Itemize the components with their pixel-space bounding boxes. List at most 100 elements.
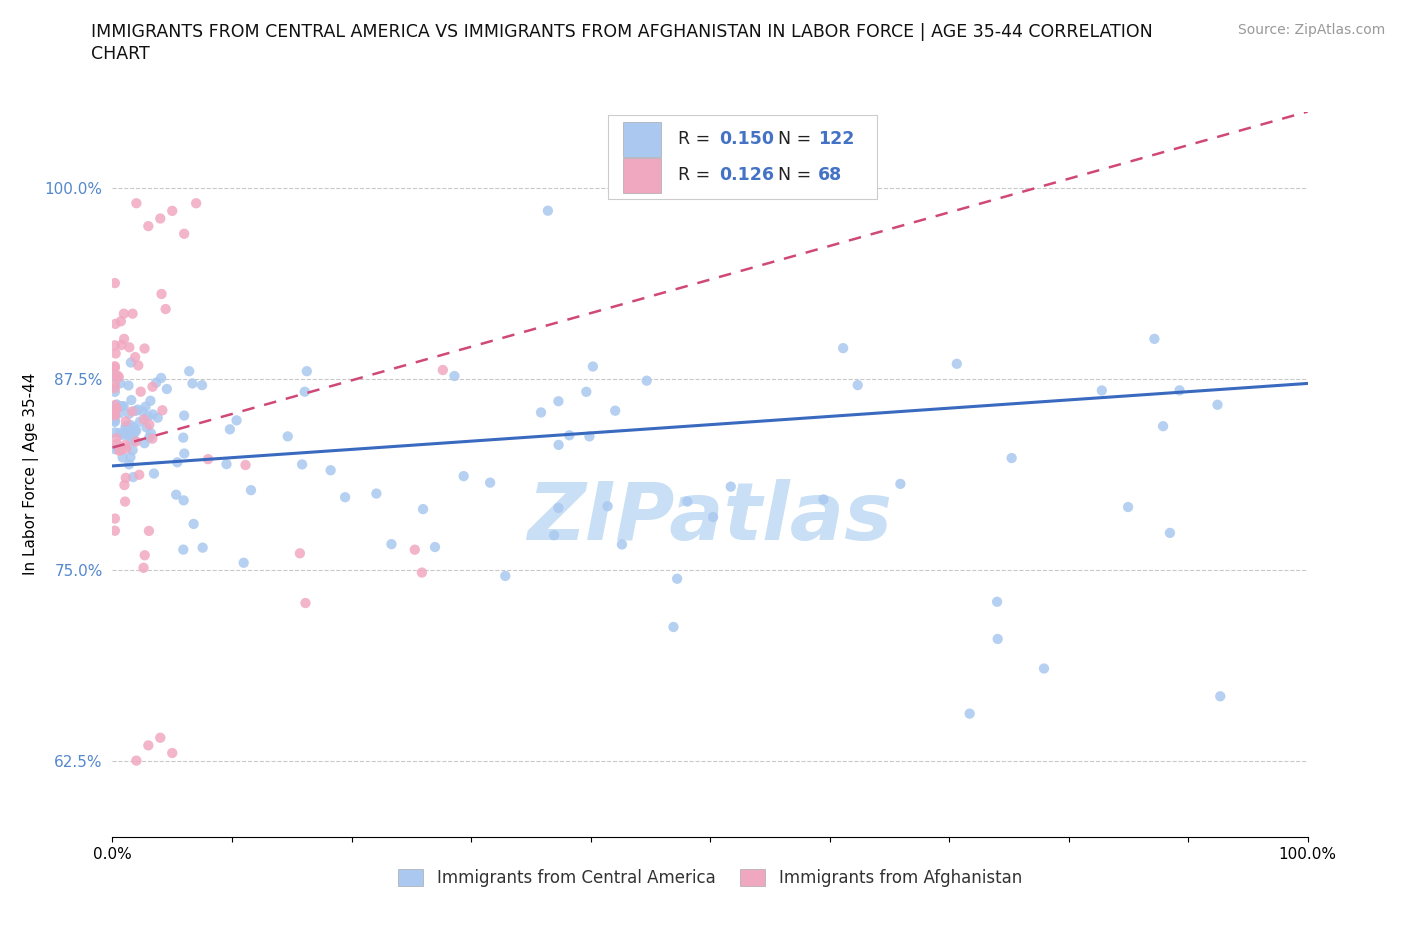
Point [558,428,581,443]
Point [150,286,173,301]
Point [104,380,127,395]
Point [141,432,163,446]
Point [125,434,148,449]
Point [120,418,142,432]
Point [111,428,134,443]
Point [1001,451,1024,466]
Point [149,211,172,226]
Text: ZIPatlas: ZIPatlas [527,479,893,557]
Point [191,540,214,555]
Point [115,418,138,433]
Text: 0.126: 0.126 [720,166,775,184]
Point [333,490,356,505]
Point [117,378,139,392]
Point [404,542,426,557]
Point [666,571,689,586]
Point [173,408,195,423]
Point [124,425,146,440]
Point [104,425,127,440]
Point [104,408,127,423]
Point [122,470,145,485]
Point [104,442,127,457]
Point [156,381,179,396]
Point [124,350,146,365]
Point [110,376,132,391]
Point [1091,383,1114,398]
Point [104,512,127,526]
Point [114,437,136,452]
Text: IMMIGRANTS FROM CENTRAL AMERICA VS IMMIGRANTS FROM AFGHANISTAN IN LABOR FORCE | : IMMIGRANTS FROM CENTRAL AMERICA VS IMMIG… [91,23,1153,41]
Point [191,378,214,392]
Point [494,568,516,583]
Point [105,397,128,412]
Point [114,414,136,429]
Point [112,399,135,414]
Point [636,373,658,388]
Point [121,443,143,458]
Point [832,340,855,355]
Point [172,542,194,557]
Point [155,301,177,316]
Point [575,384,598,399]
Point [104,359,127,374]
Point [104,361,127,376]
Text: N =: N = [778,130,817,148]
Point [411,565,433,580]
Point [537,204,560,219]
Point [108,405,131,420]
Point [149,730,172,745]
Point [987,631,1010,646]
Text: 0.150: 0.150 [720,130,775,148]
Point [134,548,156,563]
Point [138,430,160,445]
Point [578,429,600,444]
Point [132,561,155,576]
Point [162,746,183,761]
Point [118,421,141,436]
Point [702,510,724,525]
Point [138,737,160,752]
Point [605,404,627,418]
Point [129,384,152,399]
Point [294,595,316,610]
Point [131,404,153,418]
Text: 68: 68 [818,166,842,184]
Point [112,331,135,346]
Point [118,339,141,354]
Point [150,370,173,385]
Point [122,419,145,434]
Text: N =: N = [778,166,817,184]
Point [215,457,238,472]
Point [423,539,446,554]
Point [136,409,159,424]
Point [453,469,475,484]
Point [104,338,127,352]
Point [115,441,138,456]
Point [115,425,138,440]
Point [118,457,141,472]
Point [125,753,148,768]
Point [115,422,138,437]
Point [117,427,139,442]
Point [115,428,138,443]
Point [124,422,146,437]
Point [150,403,173,418]
Point [662,619,685,634]
Text: Source: ZipAtlas.com: Source: ZipAtlas.com [1237,23,1385,37]
Text: CHART: CHART [91,45,150,62]
Point [127,402,149,417]
Point [112,306,135,321]
Point [173,493,195,508]
Point [110,313,132,328]
Point [232,555,254,570]
Point [235,458,257,472]
Point [240,483,263,498]
Point [380,537,402,551]
Point [173,226,195,241]
Point [114,471,136,485]
Point [110,443,132,458]
Point [104,406,127,421]
Point [412,501,434,516]
Point [114,494,136,509]
Point [443,368,465,383]
